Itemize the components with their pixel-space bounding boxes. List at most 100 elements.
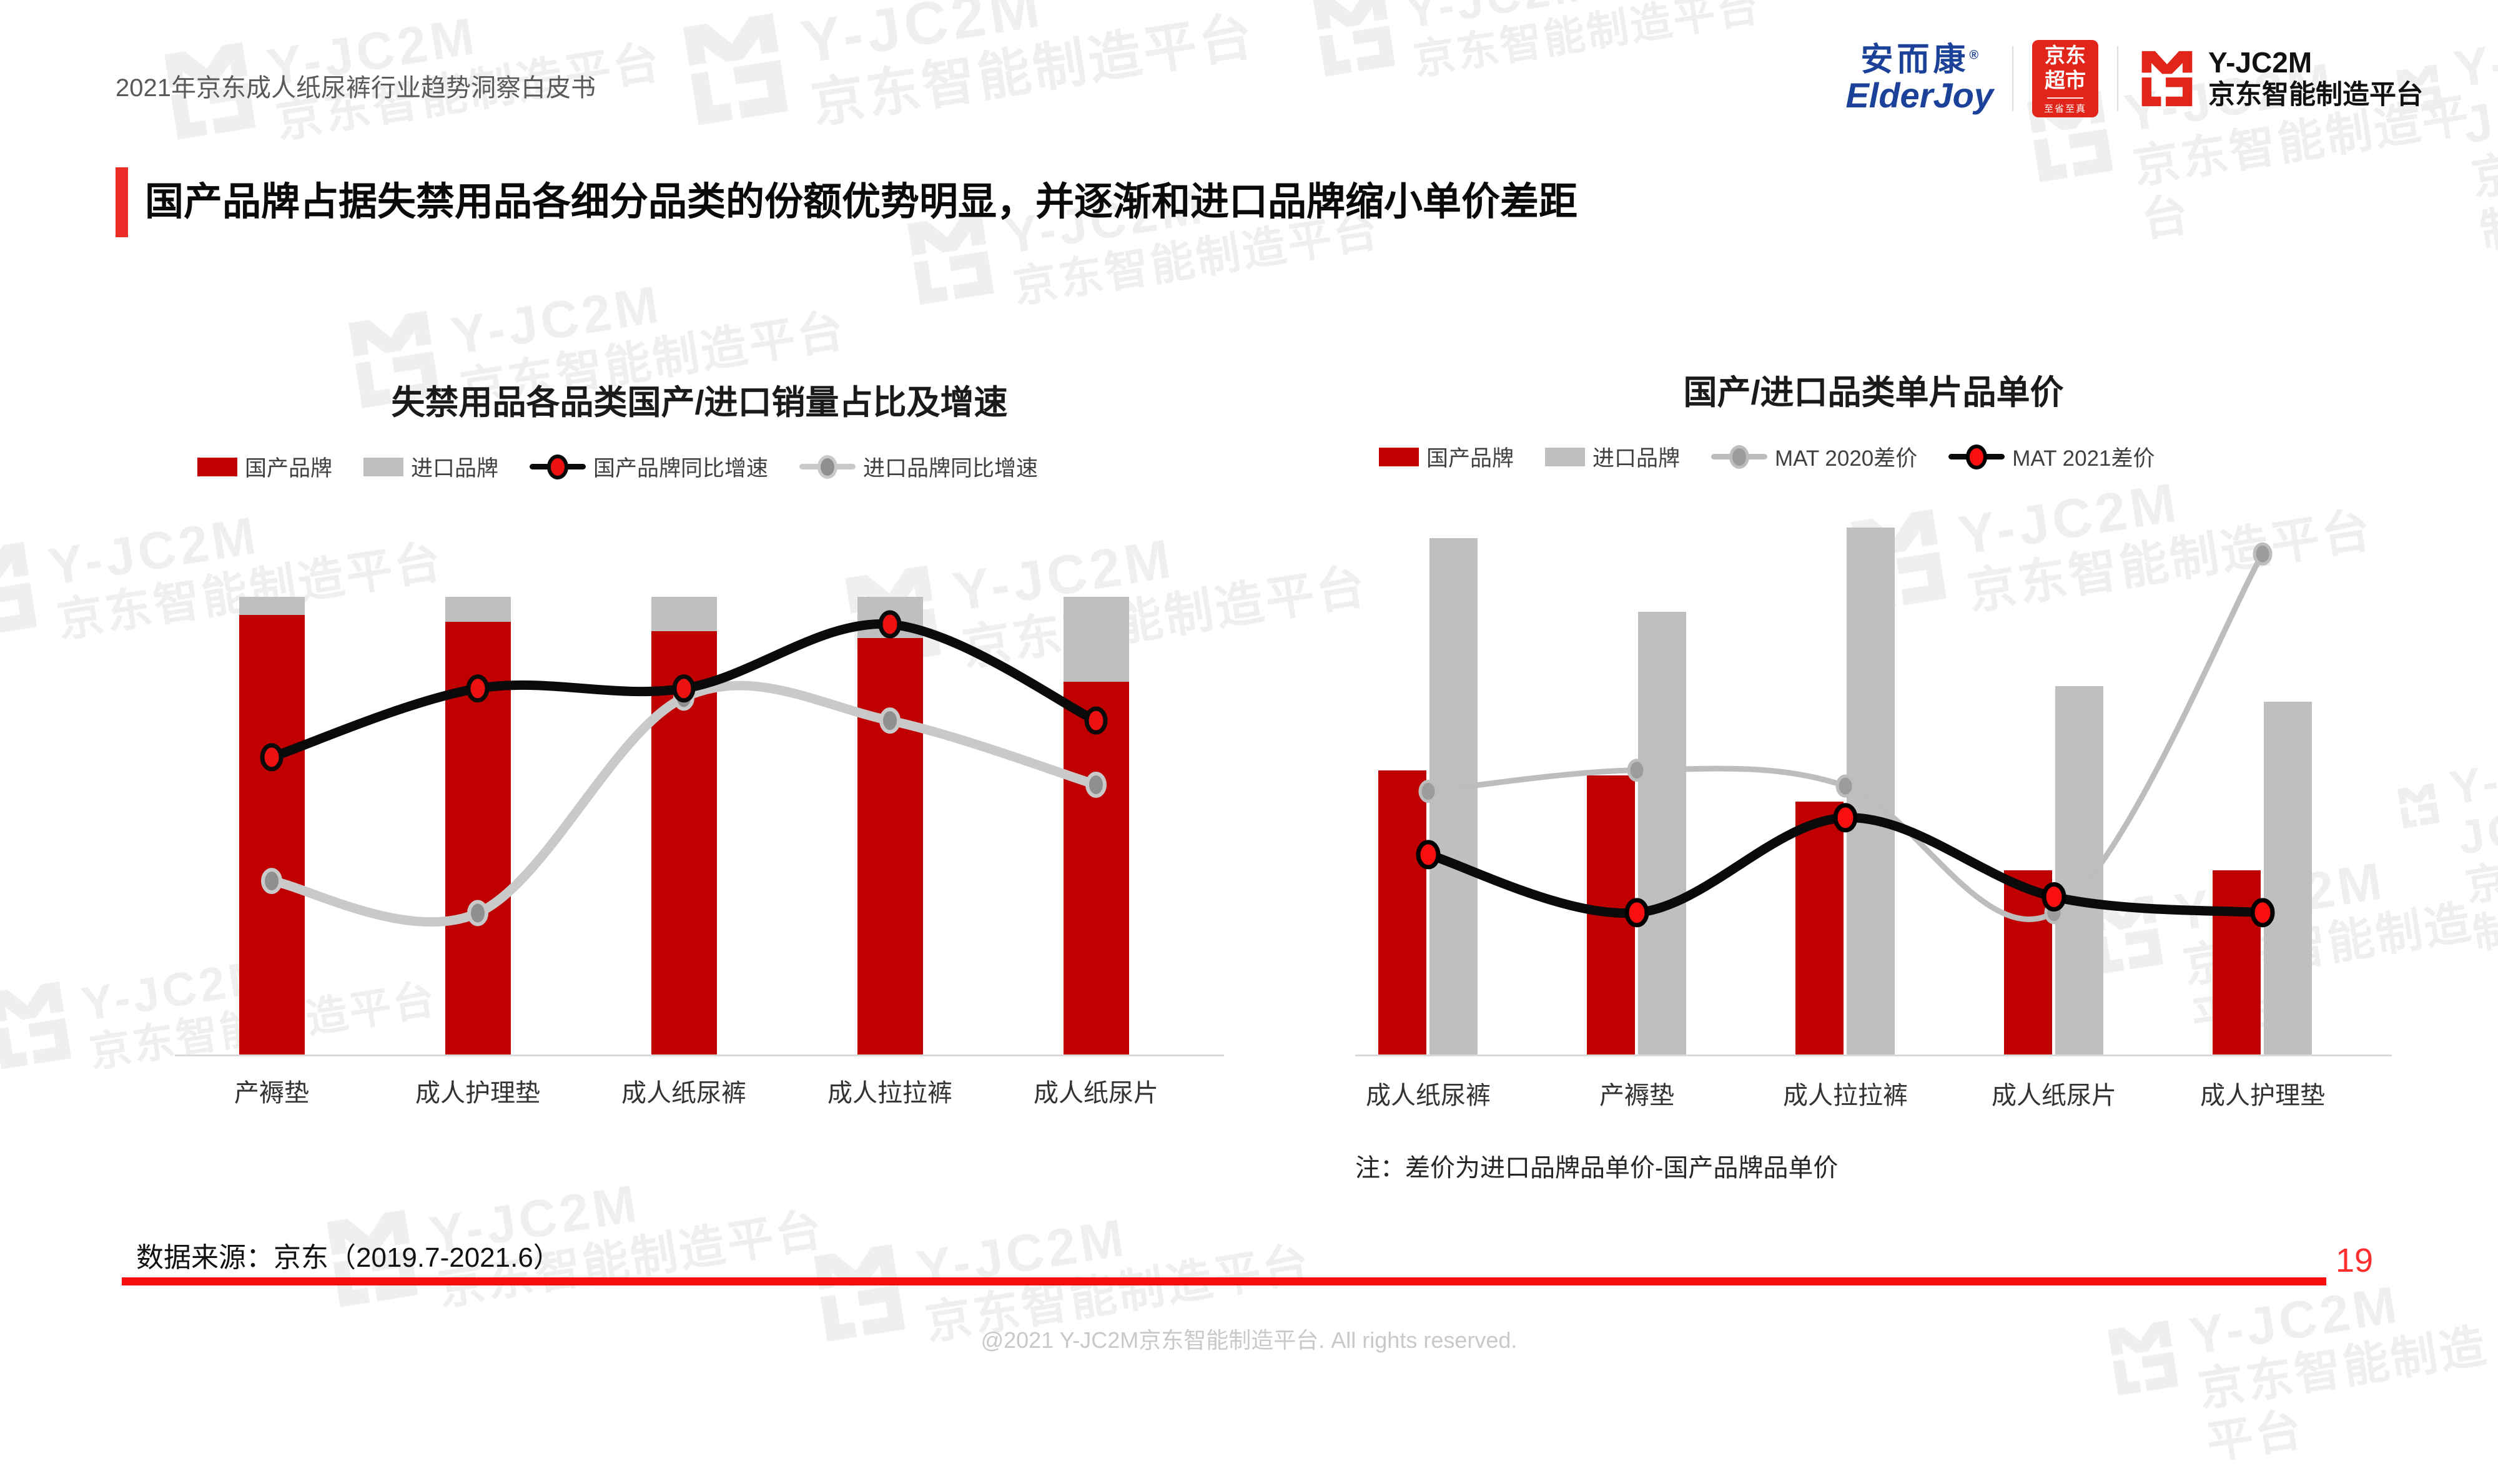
- legend-label: 国产品牌: [1426, 446, 1514, 471]
- data-point-marker: [2250, 898, 2275, 928]
- bar-import: [239, 597, 305, 616]
- data-point-marker: [466, 674, 490, 703]
- right-chart-title: 国产/进口品类单片品单价: [1683, 374, 2064, 411]
- data-point-marker: [467, 900, 488, 926]
- data-point-marker: [2253, 542, 2273, 566]
- page-number: 19: [2336, 1242, 2374, 1279]
- jd-logo-tagline: 至省至真: [2043, 103, 2086, 114]
- yjc2m-logo-subtitle: 京东智能制造平台: [2208, 80, 2423, 110]
- left-chart-plot: [175, 597, 1224, 1055]
- legend-item-domestic: 国产品牌: [197, 451, 332, 483]
- data-point-marker: [1418, 780, 1438, 803]
- legend-line-swatch: [1948, 444, 2005, 469]
- watermark-brand: Y-JC2M: [2446, 754, 2498, 865]
- data-point-marker: [1627, 759, 1647, 782]
- watermark-subtitle: 京东智能制造平台: [1410, 0, 1764, 84]
- legend-swatch-import: [1545, 447, 1586, 466]
- data-point-marker: [878, 610, 902, 639]
- watermark-brand: Y-JC2M: [1402, 0, 1756, 38]
- legend-item-mat2021: MAT 2021差价: [1948, 441, 2155, 473]
- right-chart-legend: 国产品牌 进口品牌 MAT 2020差价 MAT 2021差价: [1379, 441, 2155, 473]
- footer-red-rule: [122, 1277, 2326, 1285]
- x-axis-label: 产褥垫: [234, 1079, 309, 1107]
- watermark-subtitle: 京东智能制造平台: [2467, 123, 2498, 258]
- legend-label: MAT 2020差价: [1775, 446, 1918, 471]
- x-axis-label: 产褥垫: [1599, 1082, 1674, 1109]
- data-point-marker: [261, 868, 282, 895]
- legend-item-import: 进口品牌: [363, 451, 498, 483]
- yjc2m-logo: Y-JC2M 京东智能制造平台: [2137, 46, 2423, 111]
- legend-marker-dot: [1729, 445, 1750, 469]
- left-chart-title: 失禁用品各品类国产/进口销量占比及增速: [391, 384, 1008, 421]
- data-point-marker: [1085, 771, 1107, 798]
- bar-import: [1638, 612, 1686, 1055]
- logo-divider: [2012, 46, 2013, 111]
- legend-marker-dot: [817, 455, 838, 479]
- x-axis-label: 成人纸尿片: [1992, 1082, 2116, 1109]
- legend-item-domestic: 国产品牌: [1379, 441, 1514, 473]
- trend-line: [267, 681, 1101, 927]
- legend-line-swatch: [799, 455, 856, 479]
- bar-domestic: [1063, 681, 1129, 1055]
- left-chart-legend: 国产品牌 进口品牌 国产品牌同比增速 进口品牌同比增速: [197, 451, 1038, 483]
- yjc2m-logo-icon: [2141, 51, 2193, 107]
- legend-swatch-domestic: [197, 457, 237, 476]
- watermark-logo-icon: [0, 541, 37, 634]
- legend-item-domestic-growth: 国产品牌同比增速: [530, 451, 768, 483]
- watermark-logo-icon: [1313, 0, 1396, 77]
- data-point-marker: [879, 707, 901, 734]
- x-axis-label: 成人拉拉裤: [827, 1079, 952, 1107]
- bar-import: [1429, 538, 1478, 1055]
- bar-domestic: [1378, 770, 1426, 1055]
- legend-label: 国产品牌: [245, 456, 333, 481]
- logo-row: 安而康® ElderJoy 京东 超市 至省至真 Y-JC2M 京东智能制造平台: [1845, 40, 2423, 117]
- jd-supermarket-logo: 京东 超市 至省至真: [2032, 40, 2098, 117]
- right-chart-x-axis: [1355, 1054, 2392, 1056]
- bar-domestic: [1795, 802, 1844, 1055]
- page-title: 国产品牌占据失禁用品各细分品类的份额优势明显，并逐渐和进口品牌缩小单价差距: [145, 180, 1578, 224]
- x-axis-label: 成人护理垫: [415, 1079, 540, 1107]
- watermark-brand: Y-JC2M: [44, 505, 264, 597]
- elderjoy-logo-en: ElderJoy: [1845, 75, 1993, 115]
- elderjoy-logo-cn: 安而康®: [1860, 42, 1979, 79]
- left-chart-x-axis: [175, 1054, 1224, 1056]
- data-point-marker: [672, 674, 696, 703]
- legend-line-swatch: [1711, 445, 1768, 469]
- watermark-logo-icon: [2397, 783, 2440, 828]
- bar-import: [445, 597, 511, 622]
- right-chart-note: 注：差价为进口品牌品单价-国产品牌品单价: [1355, 1154, 1839, 1182]
- bar-domestic: [239, 615, 305, 1055]
- legend-swatch-import: [363, 457, 404, 476]
- trend-line: [1425, 551, 2266, 922]
- bar-import: [1063, 597, 1129, 682]
- right-chart-plot: [1355, 528, 2392, 1055]
- legend-label: 进口品牌同比增速: [863, 456, 1039, 481]
- legend-label: 进口品牌: [1592, 446, 1681, 471]
- legend-label: 进口品牌: [411, 456, 499, 481]
- legend-label: MAT 2021差价: [2012, 446, 2155, 471]
- x-axis-label: 成人纸尿片: [1034, 1079, 1158, 1107]
- registered-mark: ®: [1969, 48, 1979, 62]
- data-point-marker: [2041, 882, 2066, 912]
- watermark-logo-icon: [2108, 1320, 2179, 1396]
- left-chart-lines: [260, 610, 1108, 927]
- legend-line-swatch: [530, 454, 586, 479]
- watermark: Y-JC2M京东智能制造平台: [1306, 0, 1764, 100]
- footer-copyright: @2021 Y-JC2M京东智能制造平台. All rights reserve…: [980, 1327, 1518, 1353]
- data-point-marker: [1835, 774, 1855, 798]
- logo-divider: [2117, 46, 2118, 111]
- data-source-note: 数据来源：京东（2019.7-2021.6）: [136, 1242, 561, 1273]
- watermark-subtitle: 京东智能制造平台: [2462, 836, 2498, 958]
- right-chart-lines: [1416, 542, 2275, 928]
- watermark-brand: Y-JC2M: [447, 274, 666, 366]
- x-axis-label: 成人纸尿裤: [1366, 1082, 1491, 1109]
- legend-swatch-domestic: [1379, 447, 1419, 466]
- watermark-subtitle: 京东智能制造平台: [807, 5, 1260, 134]
- jd-logo-line2: 超市: [2045, 68, 2086, 92]
- elderjoy-logo: 安而康® ElderJoy: [1845, 43, 1993, 114]
- bar-domestic: [2213, 870, 2261, 1055]
- data-point-marker: [1084, 706, 1108, 735]
